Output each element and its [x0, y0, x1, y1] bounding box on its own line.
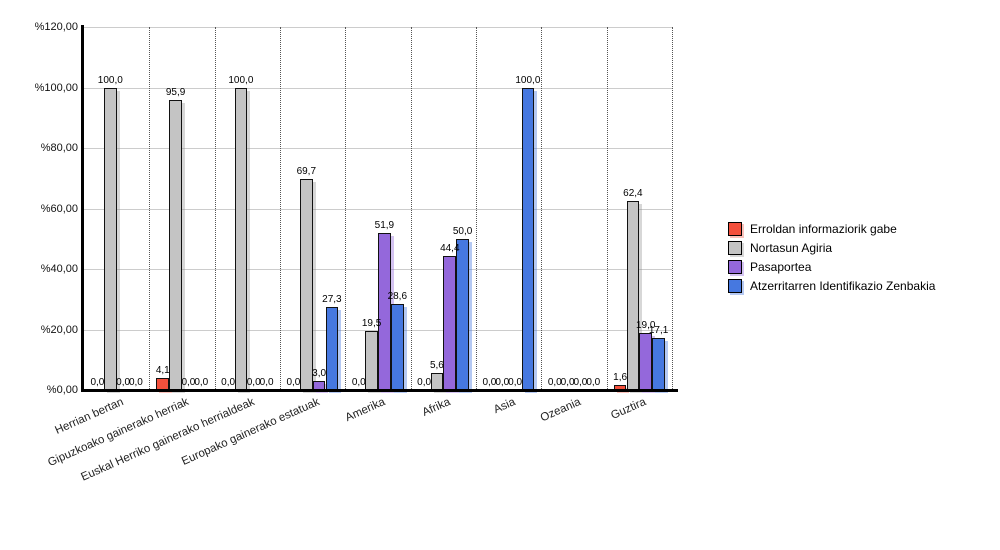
- bar: [652, 338, 665, 390]
- value-label: 0,0: [286, 377, 301, 388]
- value-label: 0,0: [259, 377, 274, 388]
- value-label: 28,6: [387, 290, 408, 302]
- value-label: 62,4: [623, 188, 643, 200]
- category-separator: [345, 27, 346, 389]
- plot-area: 0,0 4,1 0,0 0,0 0,0 0,0 0,0 0,0 1,6 100,0 95,9 100,…: [84, 27, 673, 391]
- value-label: 100,0: [515, 74, 541, 86]
- category-label: Guztira: [609, 396, 649, 423]
- y-tick-label: %80,00: [40, 142, 78, 154]
- bar: [378, 233, 391, 390]
- bar: [639, 332, 653, 390]
- value-label: 0,0: [246, 377, 261, 388]
- legend-label: Atzerritarren Identifikazio Zenbakia: [750, 279, 936, 293]
- y-tick-label: %40,00: [40, 263, 78, 275]
- value-label: 27,3: [322, 294, 342, 306]
- bar: [456, 238, 469, 391]
- category-separator: [476, 27, 477, 389]
- bar: [234, 87, 248, 390]
- category-label: Amerika: [343, 396, 387, 425]
- legend-swatch: [728, 241, 742, 255]
- value-label: 0,0: [482, 377, 497, 388]
- category-separator: [607, 27, 608, 389]
- value-label: 0,0: [194, 377, 209, 388]
- legend-item: Erroldan informaziorik gabe: [728, 222, 935, 236]
- y-tick-label: %60,00: [40, 202, 78, 215]
- value-label: 100,0: [228, 74, 254, 86]
- value-label: 0,0: [586, 377, 601, 388]
- gridline: [84, 208, 672, 210]
- category-separator: [672, 27, 673, 389]
- bar: [443, 255, 457, 390]
- value-label: 0,0: [351, 377, 366, 388]
- value-label: 0,0: [495, 377, 510, 388]
- bar: [103, 87, 117, 390]
- category-label: Ozeania: [538, 396, 583, 425]
- bar: [365, 331, 378, 390]
- value-label: 19,0: [635, 319, 656, 331]
- legend-swatch: [728, 260, 742, 274]
- legend-label: Nortasun Agiria: [750, 241, 833, 255]
- value-label: 0,0: [128, 377, 143, 388]
- bar: [626, 201, 640, 390]
- value-label: 17,1: [648, 325, 669, 337]
- value-label: 0,0: [221, 377, 236, 388]
- y-tick-label: %20,00: [40, 323, 78, 336]
- value-label: 1,6: [613, 372, 628, 384]
- value-label: 4,1: [155, 364, 170, 376]
- value-label: 0,0: [508, 377, 523, 388]
- bar: [430, 373, 444, 390]
- value-label: 44,4: [440, 242, 460, 254]
- bar: [390, 303, 404, 390]
- x-axis: [81, 389, 678, 392]
- bar: [521, 87, 535, 390]
- gridline: [84, 27, 672, 28]
- category-separator: [541, 27, 542, 389]
- value-label: 5,6: [429, 360, 444, 372]
- value-label: 3,0: [312, 367, 327, 379]
- value-label: 0,0: [417, 377, 432, 388]
- y-tick-label: %120,00: [34, 21, 78, 33]
- value-label: 95,9: [165, 86, 186, 98]
- value-label: 0,0: [116, 377, 131, 388]
- category-separator: [215, 27, 216, 389]
- legend-item: Pasaportea: [728, 260, 935, 274]
- value-label: 0,0: [90, 377, 105, 388]
- y-tick-label: %0,00: [46, 384, 78, 396]
- value-label: 100,0: [97, 74, 123, 86]
- legend-label: Erroldan informaziorik gabe: [750, 222, 897, 236]
- value-label: 50,0: [452, 225, 473, 237]
- y-axis: [81, 25, 84, 392]
- gridline: [84, 148, 672, 149]
- legend: Erroldan informaziorik gabe Nortasun Agir…: [728, 222, 935, 298]
- y-tick-label: %100,00: [34, 81, 78, 94]
- category-label: Afrika: [420, 396, 453, 419]
- bar: [169, 99, 182, 390]
- legend-item: Atzerritarren Identifikazio Zenbakia: [728, 279, 935, 293]
- category-separator: [149, 27, 150, 389]
- legend-label: Pasaportea: [750, 260, 812, 274]
- value-label: 69,7: [296, 166, 317, 178]
- legend-swatch: [728, 222, 742, 236]
- legend-swatch: [728, 279, 742, 293]
- value-label: 19,5: [361, 318, 382, 329]
- bar: [325, 307, 339, 390]
- legend-item: Nortasun Agiria: [728, 241, 935, 255]
- value-label: 0,0: [573, 377, 588, 388]
- value-label: 0,0: [560, 377, 575, 388]
- category-separator: [411, 27, 412, 389]
- gridline: [84, 87, 672, 89]
- value-label: 0,0: [547, 377, 562, 388]
- bar: [299, 179, 313, 390]
- value-label: 51,9: [374, 220, 395, 231]
- category-separator: [280, 27, 281, 389]
- category-label: Asia: [492, 396, 518, 417]
- value-label: 0,0: [181, 377, 196, 388]
